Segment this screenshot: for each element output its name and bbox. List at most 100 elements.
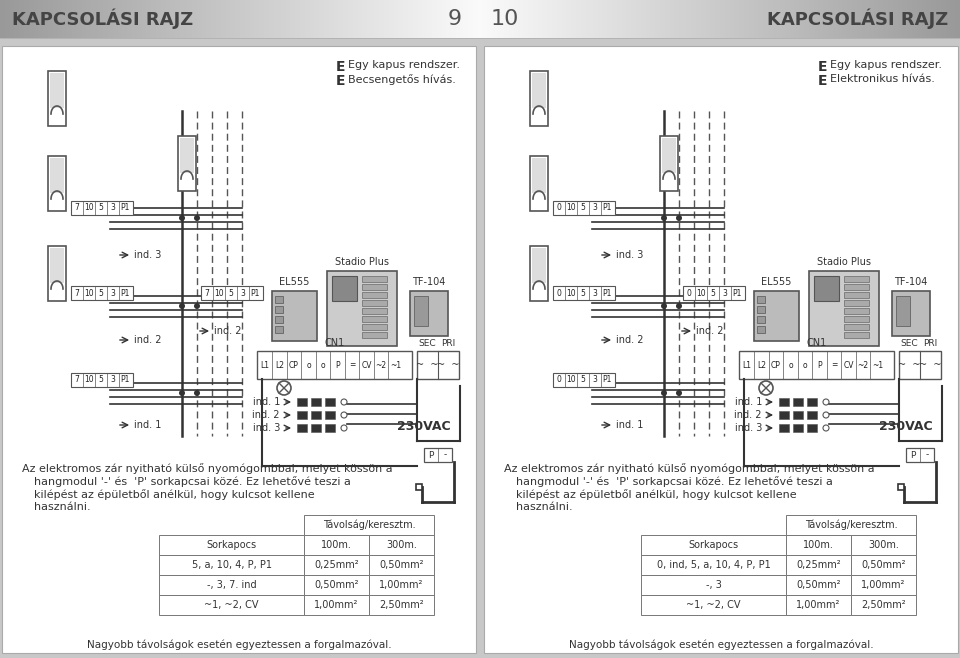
Bar <box>454 0 457 38</box>
Bar <box>936 0 940 38</box>
Bar <box>920 0 923 38</box>
Bar <box>809 271 879 346</box>
Text: ind. 2: ind. 2 <box>214 326 242 336</box>
Bar <box>553 373 615 387</box>
Bar <box>108 0 111 38</box>
Text: 3: 3 <box>592 288 597 297</box>
Text: -: - <box>925 451 928 459</box>
Bar <box>62 0 66 38</box>
Circle shape <box>341 399 347 405</box>
Bar <box>442 0 445 38</box>
Bar <box>485 0 489 38</box>
Bar <box>786 555 851 575</box>
Circle shape <box>179 303 185 309</box>
Bar <box>365 0 369 38</box>
Bar <box>159 535 304 555</box>
Bar <box>626 0 630 38</box>
Bar <box>376 0 380 38</box>
Bar <box>571 0 575 38</box>
Bar <box>826 0 829 38</box>
Bar <box>175 0 179 38</box>
Bar <box>324 0 327 38</box>
Bar <box>362 0 366 38</box>
Bar <box>955 0 959 38</box>
Bar <box>619 0 623 38</box>
Bar <box>446 0 450 38</box>
Bar <box>741 0 745 38</box>
Bar <box>958 0 960 38</box>
Bar <box>8 0 11 38</box>
Bar <box>275 306 283 313</box>
Text: 7: 7 <box>75 288 80 297</box>
Bar <box>245 0 249 38</box>
Text: 5, a, 10, 4, P, P1: 5, a, 10, 4, P, P1 <box>191 560 272 570</box>
Text: Sorkapocs: Sorkapocs <box>688 540 738 550</box>
Text: Egy kapus rendszer.: Egy kapus rendszer. <box>830 60 942 70</box>
Bar <box>530 0 534 38</box>
Bar <box>718 0 721 38</box>
Bar <box>532 73 546 108</box>
Text: 10: 10 <box>84 376 94 384</box>
Text: 7: 7 <box>75 376 80 384</box>
Bar <box>146 0 150 38</box>
Bar <box>317 0 321 38</box>
Text: 10: 10 <box>84 203 94 213</box>
Text: ind. 1: ind. 1 <box>252 397 280 407</box>
Bar <box>530 71 548 126</box>
Bar <box>302 0 306 38</box>
Text: =: = <box>348 361 355 370</box>
Bar <box>780 0 783 38</box>
Bar <box>564 0 567 38</box>
Text: 0,50mm²: 0,50mm² <box>861 560 905 570</box>
Text: E: E <box>336 60 346 74</box>
Bar <box>914 0 918 38</box>
Bar <box>209 0 212 38</box>
Text: 0: 0 <box>557 376 562 384</box>
Text: ~2: ~2 <box>375 361 387 370</box>
Text: használni.: használni. <box>516 502 572 512</box>
Bar <box>348 0 351 38</box>
Text: -: - <box>444 451 446 459</box>
Bar <box>252 0 255 38</box>
Text: 10: 10 <box>84 288 94 297</box>
Bar <box>511 0 515 38</box>
Bar <box>456 0 460 38</box>
Bar <box>523 0 527 38</box>
Bar <box>843 0 846 38</box>
Bar <box>250 0 253 38</box>
Bar <box>542 0 546 38</box>
Text: hangmodul '-' és  'P' sorkapcsai közé. Ez lehetővé teszi a: hangmodul '-' és 'P' sorkapcsai közé. Ez… <box>34 476 350 487</box>
Bar <box>75 0 78 38</box>
Bar <box>680 0 683 38</box>
Text: 1,00mm²: 1,00mm² <box>796 600 841 610</box>
Text: EL555: EL555 <box>279 277 310 287</box>
Text: 100m.: 100m. <box>804 540 834 550</box>
Text: 0: 0 <box>557 203 562 213</box>
Bar <box>754 291 799 341</box>
Text: Stadio Plus: Stadio Plus <box>335 257 389 267</box>
Bar <box>219 0 222 38</box>
Text: 2,50mm²: 2,50mm² <box>379 600 423 610</box>
Bar <box>56 0 59 38</box>
Bar <box>357 0 361 38</box>
Bar <box>451 0 455 38</box>
Bar <box>338 0 342 38</box>
Bar <box>12 0 15 38</box>
Text: 3: 3 <box>241 288 246 297</box>
Circle shape <box>194 390 200 396</box>
Text: 1,00mm²: 1,00mm² <box>314 600 359 610</box>
Bar <box>127 0 131 38</box>
Bar <box>850 0 853 38</box>
Text: 5: 5 <box>99 288 104 297</box>
Bar <box>752 0 755 38</box>
Text: 10: 10 <box>566 203 576 213</box>
Bar <box>184 0 188 38</box>
Bar <box>544 0 548 38</box>
Bar <box>60 0 63 38</box>
Bar <box>29 0 33 38</box>
Bar <box>275 326 283 333</box>
Bar <box>828 0 831 38</box>
Bar <box>844 332 869 338</box>
Text: 1,00mm²: 1,00mm² <box>861 580 905 590</box>
Bar <box>305 0 308 38</box>
